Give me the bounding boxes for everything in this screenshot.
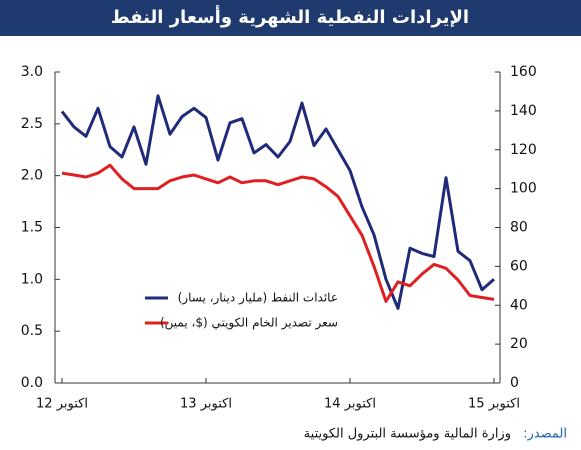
- x-tick-label: اكتوبر 15: [468, 397, 520, 412]
- y2-tick-label: 20: [510, 336, 528, 352]
- y2-tick-label: 100: [510, 181, 537, 197]
- x-tick-label: اكتوبر 12: [36, 397, 88, 412]
- y2-tick-label: 140: [510, 103, 537, 119]
- y2-tick-label: 40: [510, 297, 528, 313]
- x-tick-label: اكتوبر 14: [324, 397, 376, 412]
- y2-tick-label: 80: [510, 220, 528, 236]
- y-tick-label: 1.0: [21, 271, 43, 287]
- y-tick-label: 0.0: [21, 375, 43, 391]
- legend-label: سعر تصدير الخام الكويتي ($، يمين): [160, 316, 338, 331]
- source-label: المصدر:: [523, 427, 567, 442]
- y-tick-label: 0.5: [21, 323, 43, 339]
- series-line: [61, 163, 495, 303]
- x-tick-label: اكتوبر 13: [180, 397, 232, 412]
- y-tick-label: 3.0: [21, 64, 43, 80]
- y2-tick-label: 60: [510, 258, 528, 274]
- y-tick-label: 1.5: [21, 220, 43, 236]
- legend-label: عائدات النفط (مليار دينار، يسار): [178, 291, 338, 306]
- y-tick-label: 2.5: [21, 116, 43, 132]
- y2-tick-label: 120: [510, 142, 537, 158]
- title-bar: [0, 0, 581, 36]
- y2-tick-label: 160: [510, 64, 537, 80]
- y-tick-label: 2.0: [21, 168, 43, 184]
- source-text: وزارة المالية ومؤسسة البترول الكويتية: [304, 427, 511, 442]
- series-line: [60, 94, 495, 310]
- chart-title: الإيرادات النفطية الشهرية وأسعار النفط: [111, 5, 469, 28]
- y2-tick-label: 0: [510, 375, 519, 391]
